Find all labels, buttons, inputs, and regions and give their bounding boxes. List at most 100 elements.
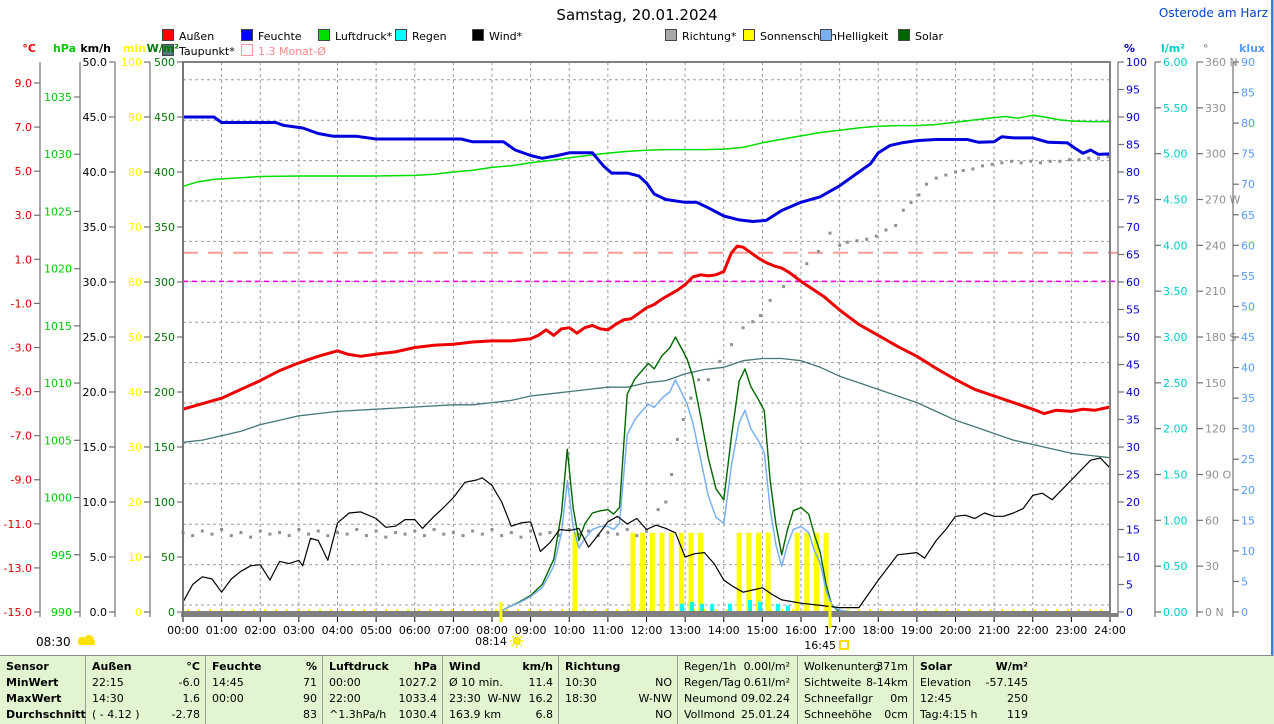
footer-richtung-r2-v: NO — [655, 708, 672, 721]
x-tick-label: 03:00 — [283, 624, 315, 637]
axis-tick-label: 0 — [1126, 606, 1133, 619]
series-richtung-dot — [865, 237, 869, 241]
x-tick-label: 00:00 — [167, 624, 199, 637]
axis-unit-klux: klux — [1239, 42, 1265, 55]
axis-tick-label: 20.0 — [83, 386, 108, 399]
x-tick-label: 17:00 — [824, 624, 856, 637]
axis-tick-label: 30 — [1241, 423, 1255, 436]
axis-tick-label: 55 — [1126, 304, 1140, 317]
series-richtung-dot — [917, 193, 921, 197]
footer-richtung-header: Richtung — [565, 660, 621, 673]
row-label-minwert: MinWert — [6, 676, 59, 689]
legend-item-wind: Wind* — [472, 29, 523, 43]
series-richtung-dot — [249, 535, 253, 539]
row-label-sensor: Sensor — [6, 660, 49, 673]
footer-aussen-r1-v: 1.6 — [182, 692, 201, 705]
series-feuchte-line — [183, 115, 1111, 223]
legend-swatch — [665, 29, 677, 41]
footer-wind-r0-v: 11.4 — [528, 676, 554, 689]
sunset-time: 16:45 — [804, 639, 836, 652]
series-richtung-dot — [229, 534, 233, 538]
footer-aussen-r2-v: -2.78 — [171, 708, 200, 721]
series-richtung-dot — [220, 527, 224, 531]
window-edge — [1271, 0, 1274, 655]
axis-tick-label: 45 — [1126, 359, 1140, 372]
legend-label: Taupunkt* — [179, 45, 235, 58]
series-richtung-dot — [422, 534, 426, 538]
axis-tick-label: 100 — [154, 496, 175, 509]
series-richtung-dot — [316, 529, 320, 533]
footer-feuchte-r1-v: 90 — [303, 692, 317, 705]
series-richtung-dot — [200, 529, 204, 533]
series-richtung-dot — [718, 359, 722, 363]
series-richtung-dot — [558, 534, 562, 538]
footer-regen-label-0: Regen/1h — [684, 660, 737, 673]
legend-label: Wind* — [489, 30, 523, 43]
footer-luftdruck-r2-a: ^1.3hPa/h — [329, 708, 387, 721]
series-richtung-dot — [336, 531, 339, 535]
axis-tick-label: 0 — [135, 606, 142, 619]
x-tick-label: 01:00 — [206, 624, 238, 637]
footer-aussen-r1-a: 14:30 — [92, 692, 124, 705]
axis-unit-W/m²: W/m² — [147, 42, 180, 55]
series-richtung-dot — [307, 532, 311, 536]
axis-tick-label: 5 — [1241, 575, 1248, 588]
x-tick-label: 11:00 — [592, 624, 624, 637]
station-link[interactable]: Osterode am Harz — [1158, 6, 1268, 20]
series-richtung-dot — [697, 378, 701, 382]
axis-tick-label: 240 — [1205, 239, 1226, 252]
series-richtung-dot — [961, 168, 965, 172]
series-helligkeit-line — [183, 379, 1110, 613]
series-richtung-dot — [670, 472, 674, 476]
footer-richtung-r0-a: 10:30 — [565, 676, 597, 689]
axis-tick-label: 10 — [1241, 545, 1255, 558]
footer-sicht-value-0: 371m — [876, 660, 908, 673]
axis-tick-label: 150 — [1205, 377, 1226, 390]
series-richtung-dot — [1000, 161, 1004, 165]
legend-label: Richtung* — [682, 30, 737, 43]
axis-tick-label: 7.0 — [15, 121, 33, 134]
weather-chart: 00:00 01:00 02:00 03:00 04:00 05:00 06:00 07:00… — [4, 0, 1274, 655]
series-richtung-dot — [471, 529, 475, 533]
axis-tick-label: 360 N — [1205, 56, 1238, 69]
axis-tick-label: 25.0 — [83, 331, 108, 344]
snapshot-time: 08:30 — [36, 635, 71, 649]
series-richtung-dot — [1038, 161, 1042, 165]
axis-tick-label: 4.50 — [1163, 193, 1188, 206]
axis-tick-label: -1.0 — [11, 297, 32, 310]
axis-tick-label: 55 — [1241, 270, 1255, 283]
x-tick-label: 23:00 — [1056, 624, 1088, 637]
series-luftdruck-line — [182, 114, 1110, 188]
series-richtung-dot — [901, 208, 905, 212]
table-separator — [797, 656, 798, 724]
legend-label: 1.3 Monat-Ø — [258, 45, 326, 58]
axis-tick-label: 85 — [1241, 87, 1255, 100]
series-richtung-dot — [326, 534, 330, 538]
footer-wind-r1-v: 16.2 — [528, 692, 554, 705]
axis-tick-label: 50 — [161, 551, 175, 564]
footer-aussen-r0-a: 22:15 — [92, 676, 124, 689]
axis-unit-%: % — [1124, 42, 1135, 55]
series-richtung-dot — [490, 527, 494, 531]
axis-tick-label: 330 — [1205, 102, 1226, 115]
series-richtung-dot — [210, 532, 214, 536]
axis-tick-label: -13.0 — [4, 562, 32, 575]
series-richtung-dot — [1106, 155, 1110, 159]
series-richtung-dot — [1019, 161, 1023, 165]
series-richtung-dot — [1048, 159, 1052, 163]
legend-item-sonnenschein: Sonnenschein — [743, 29, 837, 43]
axis-tick-label: 0.0 — [90, 606, 108, 619]
footer-aussen-unit: °C — [186, 660, 200, 673]
footer-regen-value-1: 0.61l/m² — [743, 676, 790, 689]
sunset-square-icon — [838, 640, 849, 650]
axis-tick-label: 0.50 — [1163, 560, 1188, 573]
series-richtung-dot — [191, 534, 195, 538]
axis-tick-label: 990 — [51, 606, 72, 619]
axis-tick-label: 50 — [1126, 331, 1140, 344]
footer-solar-r2-a: Tag:4:15 h — [920, 708, 978, 721]
x-tick-label: 07:00 — [438, 624, 470, 637]
x-tick-label: 15:00 — [747, 624, 779, 637]
axis-tick-label: 25 — [1241, 453, 1255, 466]
series-richtung-dot — [845, 240, 849, 244]
x-tick-label: 10:00 — [553, 624, 585, 637]
